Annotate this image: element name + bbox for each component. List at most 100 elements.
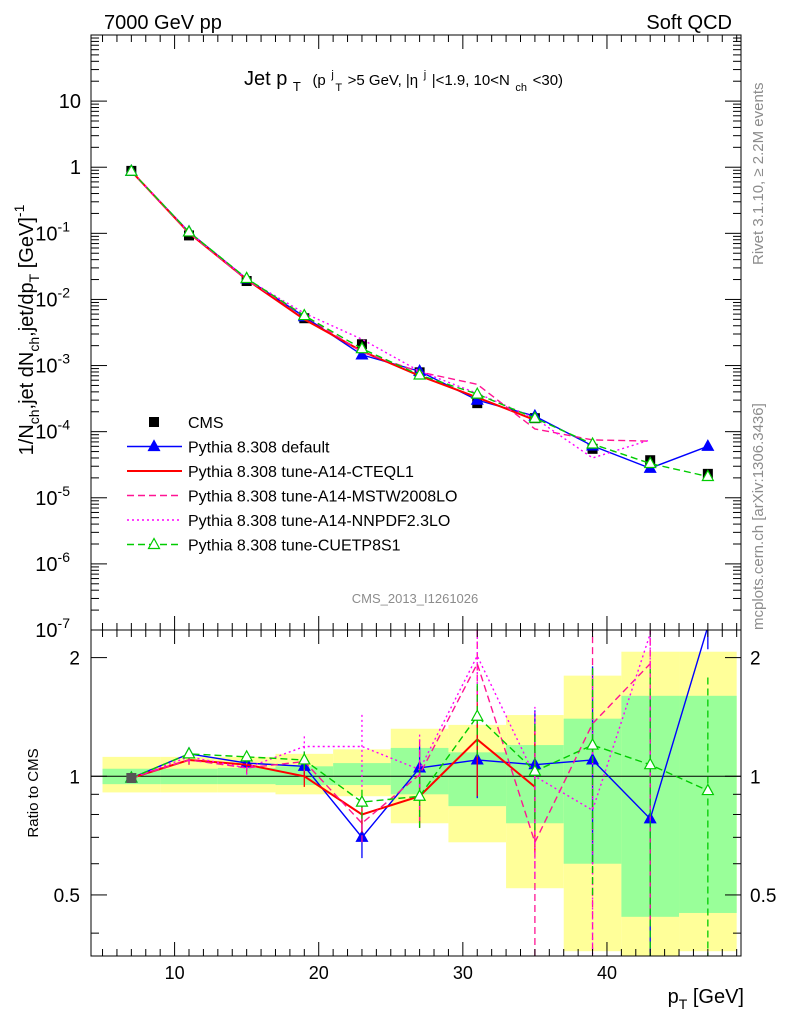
- ylabel-part-1: ch: [26, 409, 42, 424]
- series-pythia-8-308-tune-a14-cteql1: [130, 170, 536, 421]
- title-main: Jet p: [244, 68, 287, 90]
- point-pythia-8-308-tune-cuetp8s1-4: [355, 341, 369, 354]
- side-label-rivet: Rivet 3.1.10, ≥ 2.2M events: [750, 83, 767, 266]
- ylabel-part-6: [GeV]: [16, 217, 38, 274]
- legend-marker-pythia-8-308-default: [147, 439, 161, 452]
- legend-item-pythia-8-308-tune-a14-nnpdf2-3lo: Pythia 8.308 tune-A14-NNPDF2.3LO: [127, 513, 450, 530]
- header-right: Soft QCD: [646, 12, 732, 34]
- series-line-pythia-8-308-tune-a14-cteql1: [130, 170, 536, 421]
- main-ytick-label: 10-7: [35, 615, 70, 642]
- legend-label-pythia-8-308-default: Pythia 8.308 default: [188, 440, 330, 457]
- ylabel-part-5: T: [26, 273, 42, 282]
- ratio-line-pythia-8-308-tune-cuetp8s1: [131, 715, 709, 803]
- main-y-ticks: 10-7 10-6 10-5 10-4 10-3 10-2 10-1 1 10: [35, 37, 741, 642]
- header-left: 7000 GeV pp: [104, 12, 222, 34]
- x-axis-label: pT [GeV]: [668, 986, 744, 1012]
- ratio-ytick-label-right: 2: [750, 649, 761, 670]
- point-pythia-8-308-tune-cuetp8s1-6: [470, 386, 484, 399]
- main-plot-area: [124, 163, 715, 482]
- main-panel: 10-7 10-6 10-5 10-4 10-3 10-2 10-1 1 10 Jet p T …: [11, 34, 742, 642]
- title-cut-3: |<1.9, 10<N: [432, 72, 510, 89]
- ratio-point-pythia-8-308-tune-cuetp8s1-4: [355, 794, 369, 807]
- title-main-sub: T: [293, 79, 301, 94]
- ylabel-part-3: ch: [26, 337, 42, 352]
- ratio-ytick-label: 1: [69, 767, 80, 788]
- ylabel-part-2: ,jet dN: [16, 352, 38, 410]
- green-band: [333, 763, 391, 786]
- main-ytick-label: 10-2: [35, 284, 70, 311]
- legend-item-pythia-8-308-tune-cuetp8s1: Pythia 8.308 tune-CUETP8S1: [127, 537, 401, 555]
- point-pythia-8-308-tune-cuetp8s1-1: [182, 224, 196, 237]
- ratio-panel: 10 20 30 40 0.5 0.5 1 1 2 2 Ratio to CMS pT [GeV…: [25, 629, 776, 1012]
- ratio-y-label: Ratio to CMS: [25, 748, 42, 837]
- point-pythia-8-308-tune-cuetp8s1-2: [240, 271, 254, 284]
- ratio-y-ticks: 0.5 0.5 1 1 2 2: [54, 649, 776, 934]
- legend-label-pythia-8-308-tune-cuetp8s1: Pythia 8.308 tune-CUETP8S1: [188, 538, 401, 555]
- ratio-point-pythia-8-308-tune-cuetp8s1-10: [701, 783, 715, 796]
- ratio-ytick-label-right: 1: [750, 767, 761, 788]
- ratio-point-pythia-8-308-tune-cuetp8s1-8: [586, 737, 600, 750]
- point-pythia-8-308-tune-cuetp8s1-10: [701, 469, 715, 482]
- ratio-ytick-label: 2: [69, 649, 80, 670]
- ratio-point-pythia-8-308-tune-cuetp8s1-7: [528, 763, 542, 776]
- legend-label-pythia-8-308-tune-a14-nnpdf2-3lo: Pythia 8.308 tune-A14-NNPDF2.3LO: [188, 513, 450, 530]
- legend: CMS Pythia 8.308 default Pythia 8.308 tune…: [127, 415, 457, 555]
- ratio-series-pythia-8-308-tune-cuetp8s1: [124, 666, 715, 956]
- point-pythia-8-308-tune-cuetp8s1-5: [413, 367, 427, 380]
- watermark: CMS_2013_I1261026: [352, 591, 479, 606]
- ratio-x-ticks: 10 20 30 40: [102, 630, 738, 983]
- ratio-ytick-label-right: 0.5: [750, 886, 776, 907]
- xlabel-main: p: [668, 986, 679, 1008]
- legend-item-pythia-8-308-tune-a14-mstw2008lo: Pythia 8.308 tune-A14-MSTW2008LO: [127, 489, 457, 506]
- series-pythia-8-308-tune-a14-mstw2008lo: [130, 170, 651, 442]
- series-pythia-8-308-tune-cuetp8s1: [124, 163, 715, 482]
- main-ytick-label: 10-5: [35, 483, 70, 510]
- xtick-label: 10: [165, 963, 185, 983]
- ylabel-part-4: ,jet/dp: [16, 282, 38, 336]
- side-label-mcplots: mcplots.cern.ch [arXiv:1306.3436]: [750, 403, 767, 630]
- point-pythia-8-308-tune-cuetp8s1-0: [124, 163, 138, 176]
- title-cut-sub: T: [335, 82, 342, 94]
- series-line-pythia-8-308-tune-a14-mstw2008lo: [130, 170, 651, 442]
- ylabel-part-7: -1: [11, 204, 27, 217]
- legend-marker-pythia-8-308-tune-cuetp8s1: [147, 537, 161, 550]
- point-pythia-8-308-tune-cuetp8s1-7: [528, 410, 542, 423]
- xlabel-sub: T: [679, 996, 688, 1012]
- point-pythia-8-308-tune-cuetp8s1-9: [643, 456, 657, 469]
- point-pythia-8-308-tune-cuetp8s1-3: [297, 308, 311, 321]
- main-ytick-label: 10-3: [35, 351, 70, 378]
- title-cut-4: <30): [533, 72, 563, 89]
- main-ytick-label: 10: [59, 91, 81, 113]
- main-title: Jet p T (p j T >5 GeV, |η j |<1.9, 10<N …: [244, 61, 563, 96]
- ratio-ytick-label: 0.5: [54, 886, 80, 907]
- xtick-label: 40: [597, 963, 617, 983]
- ratio-point-pythia-8-308-tune-cuetp8s1-2: [240, 749, 254, 762]
- main-x-ticks: [102, 35, 738, 630]
- title-cut-sup2: j: [423, 69, 426, 81]
- ratio-plot-area: [91, 630, 741, 956]
- legend-label-pythia-8-308-tune-a14-mstw2008lo: Pythia 8.308 tune-A14-MSTW2008LO: [188, 489, 457, 506]
- title-cut: (p: [312, 72, 325, 89]
- point-pythia-8-308-default-10: [701, 439, 715, 451]
- title-cut-sub3: ch: [515, 82, 527, 94]
- ylabel-part-0: 1/N: [16, 424, 38, 455]
- title-cut-sup: j: [330, 69, 333, 81]
- main-y-label: 1/Nch,jet dNch,jet/dpT [GeV]-1: [11, 204, 42, 455]
- legend-item-pythia-8-308-default: Pythia 8.308 default: [127, 439, 330, 457]
- xlabel-unit: [GeV]: [687, 986, 744, 1008]
- legend-label-pythia-8-308-tune-a14-cteql1: Pythia 8.308 tune-A14-CTEQL1: [188, 464, 414, 481]
- legend-marker-cms: [149, 417, 159, 427]
- xtick-label: 30: [453, 963, 473, 983]
- ratio-point-pythia-8-308-tune-cuetp8s1-1: [182, 746, 196, 759]
- ratio-point-pythia-8-308-tune-cuetp8s1-9: [643, 757, 657, 770]
- main-ytick-label: 10-6: [35, 549, 70, 576]
- ratio-point-pythia-8-308-tune-cuetp8s1-6: [470, 708, 484, 721]
- ratio-frame: [90, 629, 742, 957]
- xtick-label: 20: [309, 963, 329, 983]
- main-ytick-label: 10-1: [35, 218, 70, 245]
- ratio-point-pythia-8-308-tune-cuetp8s1-5: [413, 788, 427, 801]
- legend-item-pythia-8-308-tune-a14-cteql1: Pythia 8.308 tune-A14-CTEQL1: [127, 464, 414, 481]
- ratio-cms-marker: [126, 772, 137, 783]
- legend-item-cms: CMS: [149, 415, 224, 432]
